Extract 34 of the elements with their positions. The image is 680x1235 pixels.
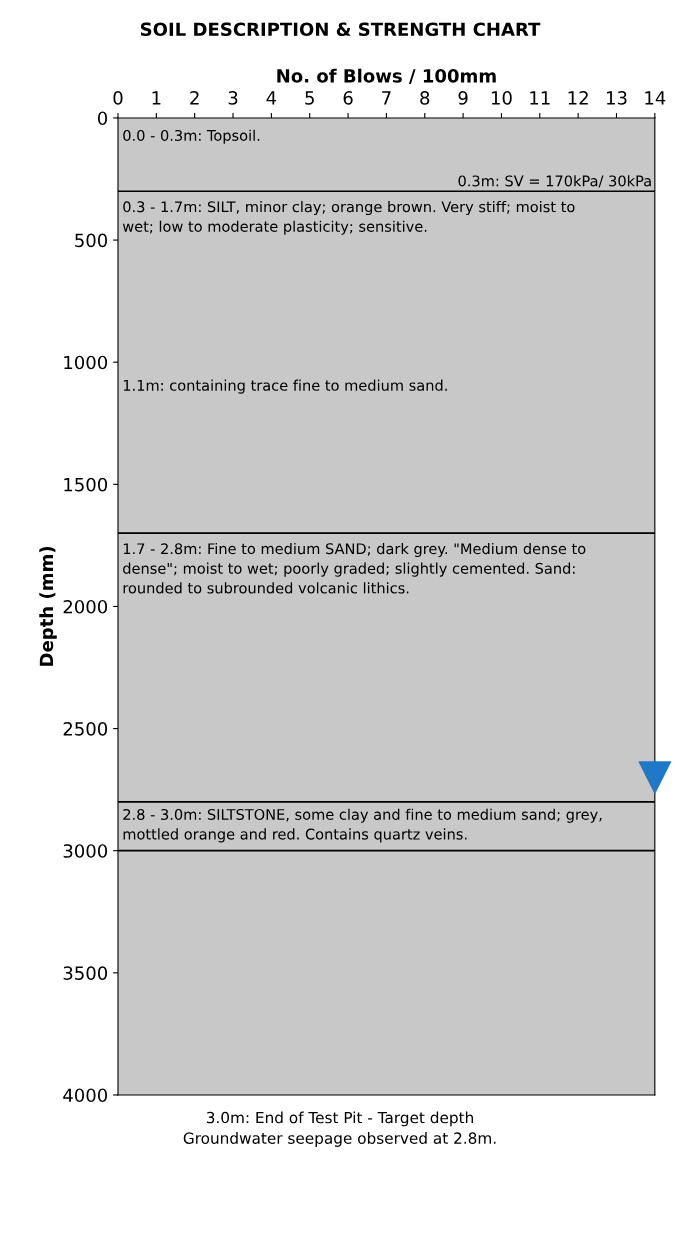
x-axis-title: No. of Blows / 100mm	[277, 68, 496, 85]
x-tick-label: 5	[305, 91, 314, 105]
y-tick-label: 2000	[63, 599, 108, 614]
y-tick-label: 3500	[63, 966, 108, 980]
x-tick-label: 1	[152, 91, 161, 105]
x-tick-label: 3	[228, 91, 238, 105]
annotation: 0.0 - 0.3m: Topsoil.	[123, 129, 260, 144]
chart-title: SOIL DESCRIPTION & STRENGTH CHART	[140, 22, 541, 37]
x-tick-label: 11	[530, 91, 550, 105]
x-tick-label: 7	[382, 91, 391, 105]
x-tick-label: 6	[343, 91, 353, 105]
x-tick-label: 10	[491, 91, 512, 105]
y-tick-label: 4000	[63, 1088, 108, 1103]
annotation: 1.7 - 2.8m: Fine to medium SAND; dark grey. "Medium dense to dense"; moist to wet; poorly graded; slightly cemented. Sand: rounded to subrounded volcanic lithics.	[123, 542, 586, 594]
x-tick-label: 12	[568, 91, 588, 105]
x-tick-label: 4	[266, 91, 277, 105]
y-tick-label: 2500	[63, 722, 108, 736]
x-tick-label: 14	[645, 91, 666, 105]
y-tick-label: 0	[97, 111, 108, 126]
annotation: 2.8 - 3.0m: SILTSTONE, some clay and fine to medium sand; grey, mottled orange and red. Contains quartz veins.	[123, 808, 602, 843]
y-tick-label: 1000	[64, 355, 108, 370]
x-tick-label: 13	[606, 91, 627, 105]
annotation: 0.3 - 1.7m: SILT, minor clay; orange brown. Very stiff; moist to wet; low to moderate plasticity; sensitive.	[122, 200, 575, 235]
x-tick-label: 2	[190, 91, 199, 105]
x-tick-label: 8	[420, 91, 430, 105]
y-tick-label: 3000	[63, 844, 108, 858]
x-tick-label: 0	[113, 91, 123, 105]
annotation: 0.3m: SV = 170kPa/ 30kPa	[458, 175, 651, 188]
y-tick-label: 1500	[64, 477, 108, 492]
x-tick-label: 9	[458, 91, 468, 105]
text: 3.0m: End of Test Pit - Target depth Groundwater seepage observed at 2.8m.	[183, 1111, 496, 1147]
annotation: 1.1m: containing trace fine to medium sand.	[123, 379, 447, 394]
y-tick-label: 500	[75, 233, 108, 248]
y-axis-title: Depth (mm)	[39, 546, 57, 666]
